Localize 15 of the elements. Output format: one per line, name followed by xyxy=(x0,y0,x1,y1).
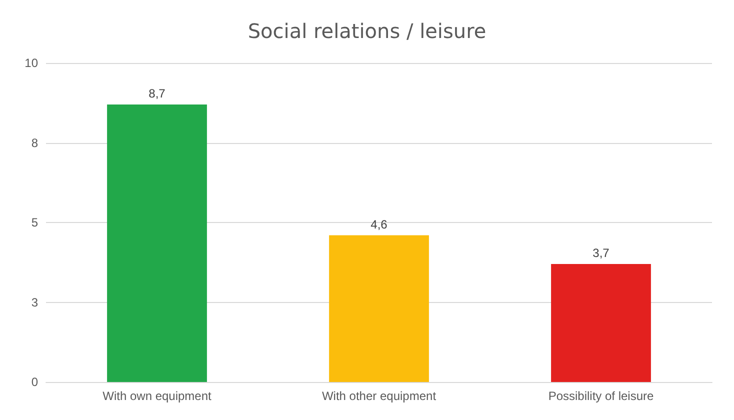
data-label: 3,7 xyxy=(592,246,610,260)
bar xyxy=(551,264,651,382)
x-tick-label: Possibility of leisure xyxy=(548,389,654,403)
y-tick-label: 8 xyxy=(31,136,38,150)
x-tick-label: With own equipment xyxy=(102,389,212,403)
bar xyxy=(329,235,429,382)
data-label: 4,6 xyxy=(370,217,388,232)
x-tick-label: With other equipment xyxy=(322,389,437,403)
data-label: 8,7 xyxy=(148,86,166,100)
y-tick-label: 10 xyxy=(24,56,38,70)
y-tick-label: 5 xyxy=(31,216,38,230)
y-tick-label: 3 xyxy=(31,295,38,310)
chart-title: Social relations / leisure xyxy=(248,19,486,43)
y-tick-label: 0 xyxy=(31,375,38,389)
bar xyxy=(107,104,207,382)
